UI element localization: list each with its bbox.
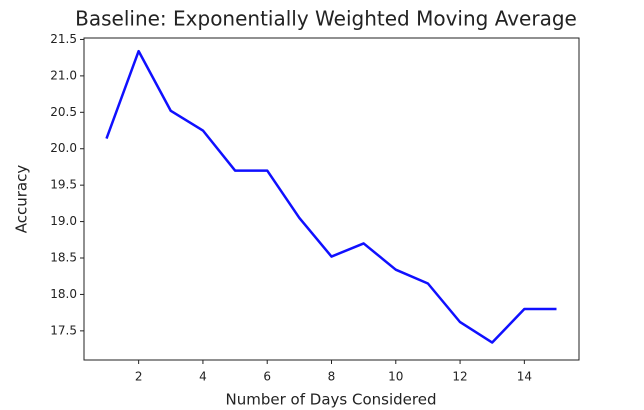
x-tick-label: 14 <box>517 370 532 384</box>
y-tick-label: 20.0 <box>50 141 77 155</box>
x-tick-label: 8 <box>328 370 336 384</box>
x-tick-label: 4 <box>199 370 207 384</box>
y-tick-label: 18.5 <box>50 251 77 265</box>
y-tick-label: 19.5 <box>50 178 77 192</box>
x-axis-label: Number of Days Considered <box>226 391 437 409</box>
plot-frame <box>83 37 580 361</box>
x-tick-label: 2 <box>135 370 143 384</box>
chart-title: Baseline: Exponentially Weighted Moving … <box>75 7 577 31</box>
y-axis-label: Accuracy <box>13 165 31 234</box>
y-tick-label: 19.0 <box>50 214 77 228</box>
y-tick-label: 20.5 <box>50 105 77 119</box>
x-tick-label: 10 <box>388 370 403 384</box>
y-tick-label: 17.5 <box>50 323 77 337</box>
y-tick-label: 21.0 <box>50 68 77 82</box>
data-line <box>105 49 557 344</box>
y-tick-label: 21.5 <box>50 32 77 46</box>
x-tick-label: 6 <box>263 370 271 384</box>
x-tick-label: 12 <box>452 370 467 384</box>
y-tick-label: 18.0 <box>50 287 77 301</box>
